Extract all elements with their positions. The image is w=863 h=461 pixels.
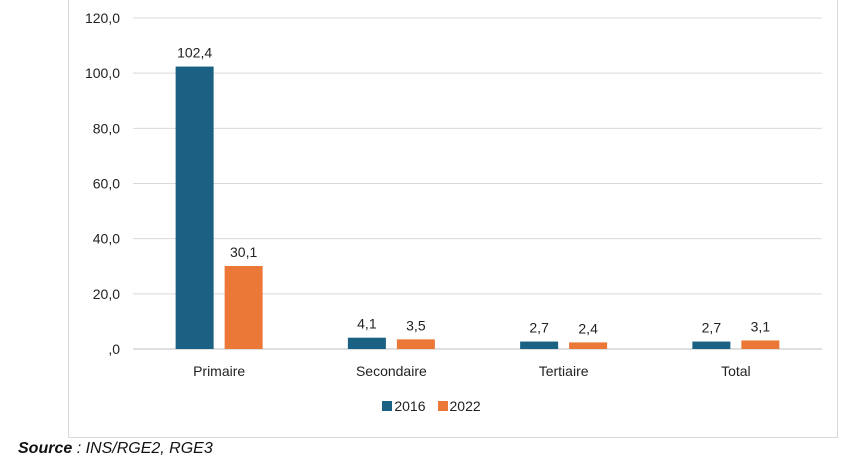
y-tick-label: 80,0 [93, 120, 120, 136]
y-tick-label: 100,0 [85, 65, 120, 81]
legend-item-2016: 2016 [382, 398, 426, 414]
data-label: 30,1 [230, 244, 257, 260]
legend-swatch-2016 [382, 401, 393, 411]
data-label: 2,7 [702, 320, 722, 336]
category-label: Tertiaire [539, 363, 589, 379]
bar-2022-secondaire [396, 339, 435, 349]
bar-2022-primaire [224, 265, 263, 349]
legend-swatch-2022 [437, 401, 448, 411]
category-label: Total [721, 363, 751, 379]
legend-label-2022: 2022 [449, 398, 481, 414]
bar-2016-tertiaire [520, 341, 559, 349]
source-key: Source [18, 440, 73, 457]
y-tick-label: 40,0 [93, 231, 120, 247]
legend-item-2022: 2022 [437, 398, 481, 414]
bar-2022-total [741, 340, 780, 349]
bar-2022-tertiaire [569, 342, 608, 349]
bar-chart: ,0 20,0 40,0 60,0 80,0 100,0 120,0 102,4 30,1 Pri… [85, 10, 822, 379]
data-label: 3,5 [406, 317, 426, 333]
y-tick-label: 20,0 [93, 286, 120, 302]
y-tick-label: 120,0 [85, 10, 120, 26]
data-label: 2,7 [529, 320, 549, 336]
bar-2016-total [692, 341, 731, 349]
y-tick-label: 60,0 [93, 176, 120, 192]
data-label: 102,4 [177, 45, 212, 61]
y-tick-label: ,0 [108, 341, 120, 357]
data-label: 4,1 [357, 316, 377, 332]
source-note: Source : INS/RGE2, RGE3 [18, 440, 213, 458]
bar-2016-secondaire [347, 337, 386, 349]
data-label: 2,4 [578, 320, 598, 336]
source-value: : INS/RGE2, RGE3 [72, 440, 213, 457]
data-label: 3,1 [751, 318, 771, 334]
legend: 2016 2022 [0, 398, 863, 414]
bar-2016-primaire [175, 66, 214, 350]
legend-label-2016: 2016 [394, 398, 426, 414]
category-label: Secondaire [356, 363, 427, 379]
category-label: Primaire [193, 363, 245, 379]
